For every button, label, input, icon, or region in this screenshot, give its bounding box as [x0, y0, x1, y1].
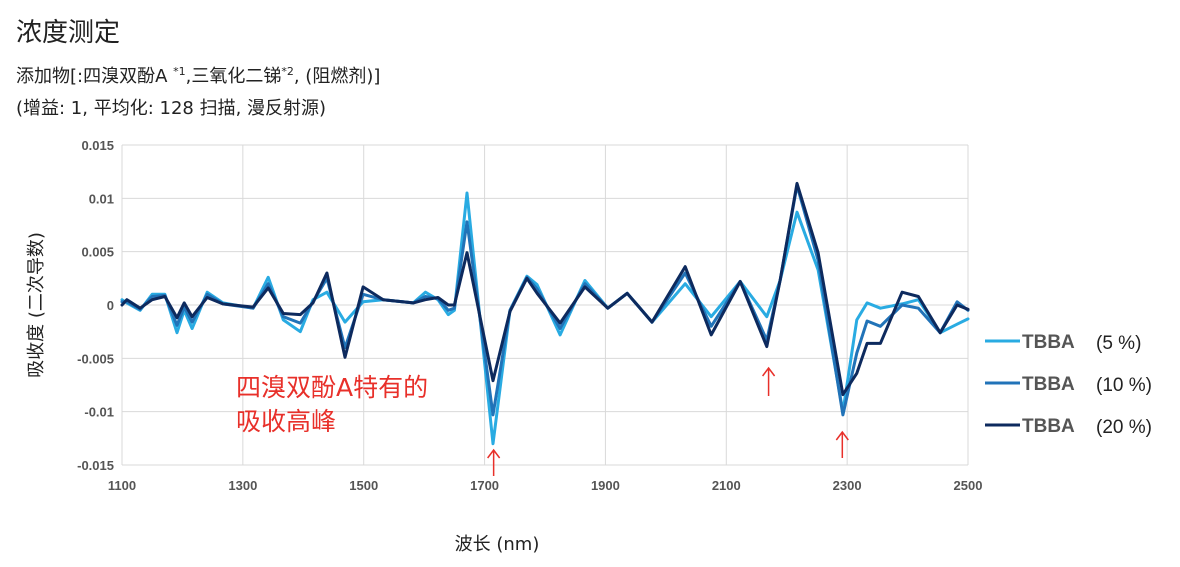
annotation: 四溴双酚A特有的 吸收高峰 [236, 366, 849, 476]
y-tick-label: 0 [107, 298, 114, 313]
additive-description: 添加物[:四溴双酚A *1,三氧化二锑*2, (阻燃剂)] [16, 62, 380, 88]
y-tick-label: -0.015 [77, 458, 114, 473]
page-title: 浓度测定 [16, 18, 121, 48]
y-tick-label: 0.005 [81, 245, 114, 260]
legend-label: TBBA [1022, 374, 1075, 395]
x-tick-label: 1700 [470, 478, 499, 493]
y-axis-label: 吸收度 (二次导数) [26, 232, 47, 378]
series-lines [120, 181, 970, 446]
peak-arrow-icon [487, 448, 501, 476]
x-tick-label: 2100 [712, 478, 741, 493]
x-tick-label: 1100 [108, 478, 136, 493]
measurement-conditions: (增益: 1, 平均化: 128 扫描, 漫反射源) [16, 98, 327, 119]
subtitle-part: ,三氧化二锑 [185, 66, 282, 87]
y-tick-label: 0.01 [89, 191, 114, 206]
x-tick-label: 2300 [833, 478, 862, 493]
tick-labels: 0.015 0.01 0.005 0 -0.005 -0.01 -0.015 1100 1300… [77, 138, 982, 493]
legend-concentration: (10 %) [1096, 375, 1152, 396]
peak-arrow-icon [835, 430, 849, 458]
y-tick-label: -0.005 [77, 351, 114, 366]
y-tick-label: -0.01 [84, 405, 114, 420]
x-tick-label: 1900 [591, 478, 620, 493]
x-tick-label: 1500 [349, 478, 378, 493]
x-axis-label: 波长 (nm) [455, 534, 540, 555]
x-tick-label: 2500 [954, 478, 983, 493]
y-tick-label: 0.015 [81, 138, 114, 153]
footnote-mark: *1 [173, 65, 186, 78]
annotation-line2: 吸收高峰 [236, 407, 336, 436]
footnote-mark: *2 [281, 65, 294, 78]
legend-label: TBBA [1022, 332, 1075, 353]
annotation-line1: 四溴双酚A特有的 [236, 373, 428, 402]
legend-label: TBBA [1022, 416, 1075, 437]
legend: TBBA (5 %) TBBA (10 %) TBBA (20 %) [985, 332, 1152, 438]
series-line-20pct [120, 181, 970, 397]
legend-concentration: (5 %) [1096, 333, 1141, 354]
subtitle-part: , (阻燃剂)] [293, 66, 381, 87]
legend-concentration: (20 %) [1096, 417, 1152, 438]
peak-arrow-icon [761, 366, 776, 396]
subtitle-part: 添加物[:四溴双酚A [16, 66, 174, 87]
x-tick-label: 1300 [228, 478, 257, 493]
